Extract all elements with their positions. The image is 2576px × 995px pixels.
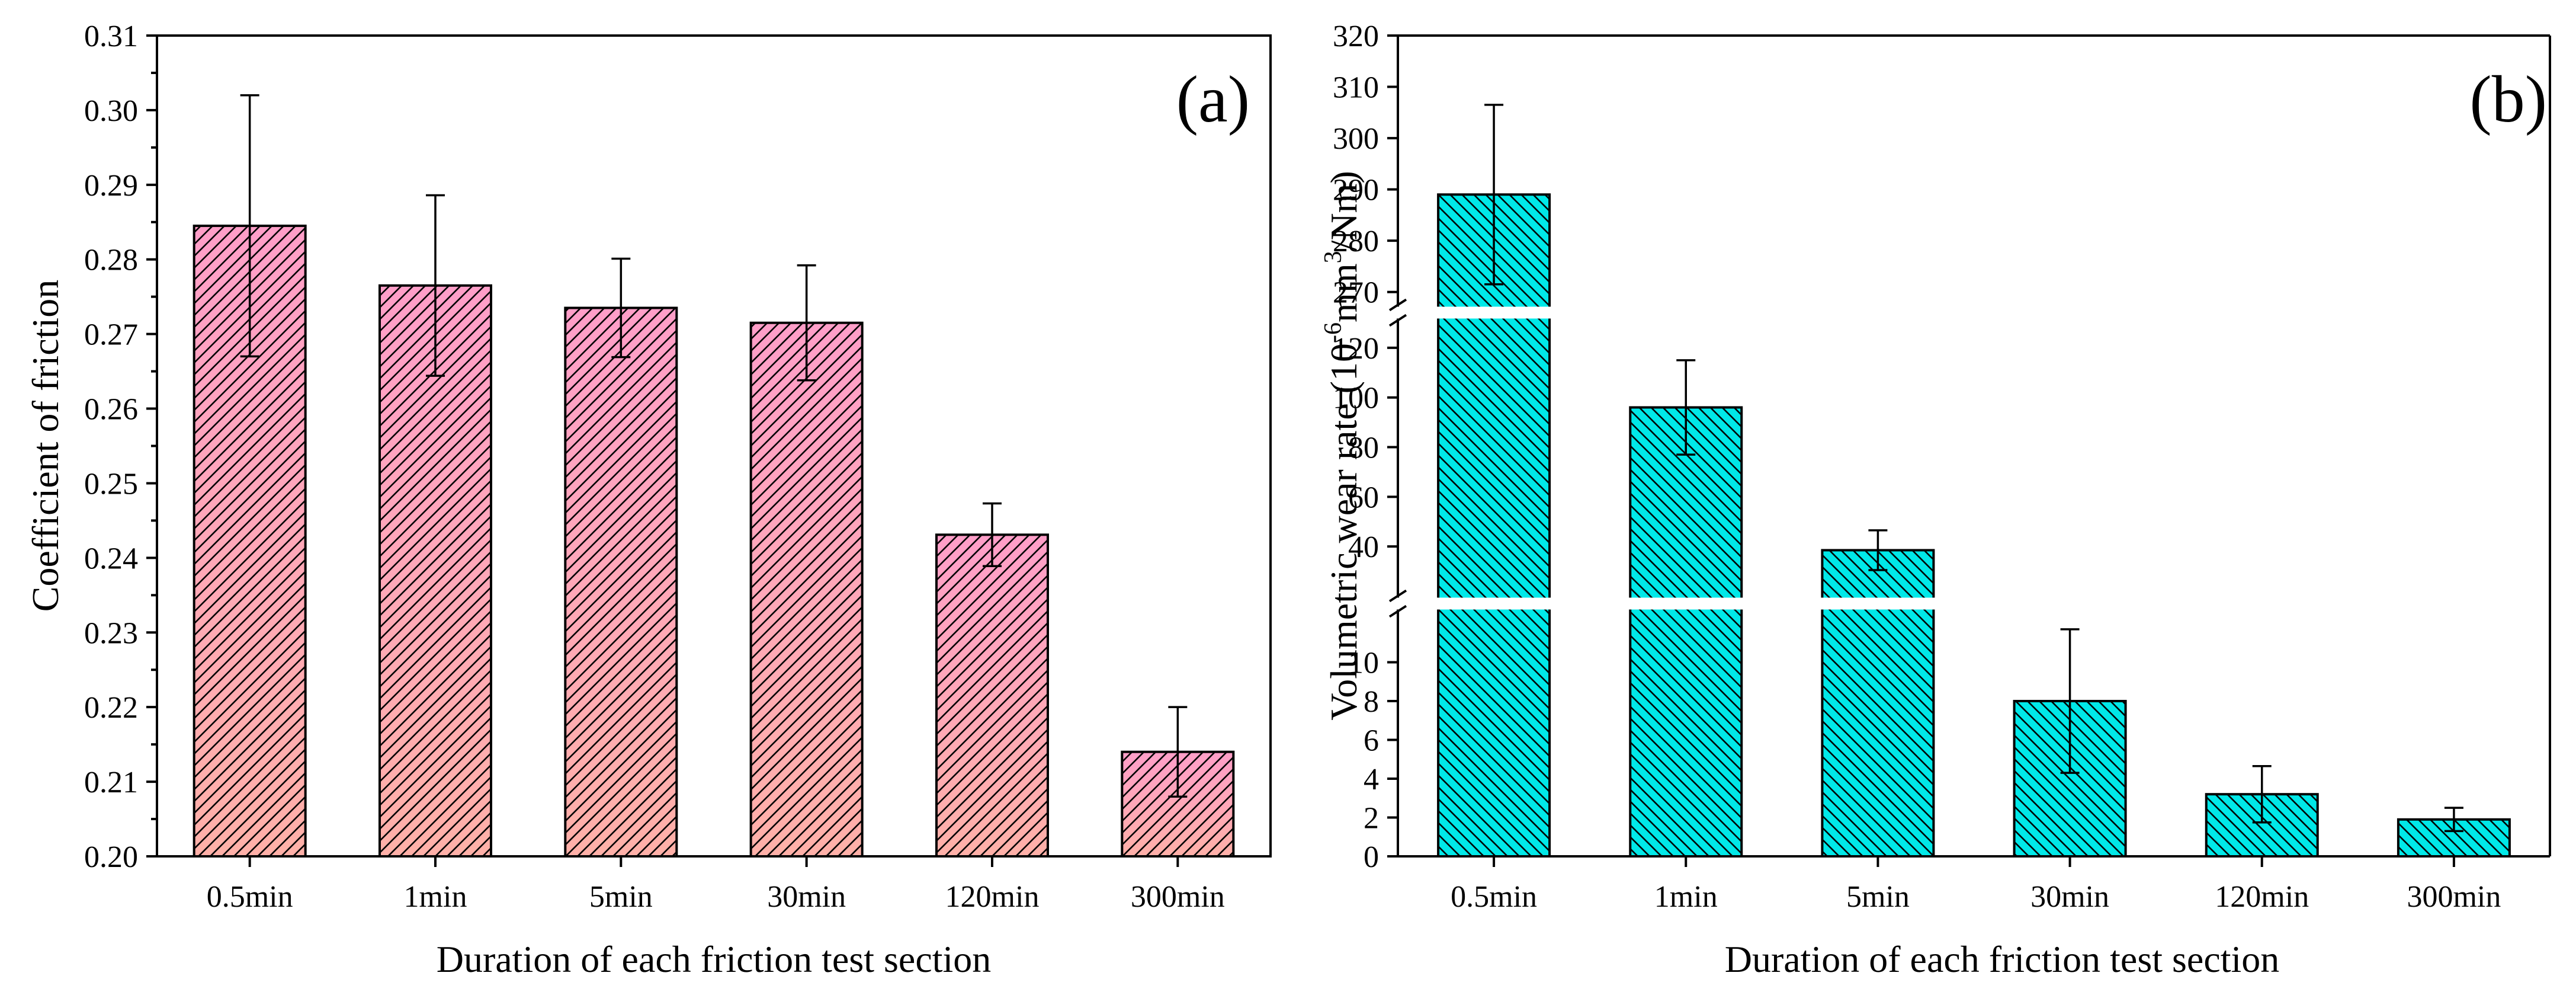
panel-b-chart: 0 2 4 6 8 10 40 60 80 100 120 270 280 290 300 310 320 0.… — [1320, 20, 2551, 980]
panel-b-y-tick-label: 8 — [1364, 685, 1379, 719]
panel-a-chart: 0.20 0.21 0.22 0.23 0.24 0.25 0.26 0.27 0.28 0.29… — [24, 20, 1272, 980]
panel-a-x-tick-label: 5min — [589, 880, 653, 914]
panel-b-error-bar-3 — [2060, 628, 2080, 774]
panel-b-error-bar-2 — [1868, 529, 1888, 571]
panel-b-axis-break-gap — [1397, 597, 2551, 610]
panel-a-y-tick-label: 0.24 — [84, 542, 138, 575]
panel-a-error-bar-3 — [797, 264, 816, 382]
panel-a-y-tick-label: 0.28 — [84, 244, 138, 277]
panel-b-x-tick-label: 0.5min — [1451, 880, 1537, 914]
panel-b-x-tick-label: 300min — [2407, 880, 2501, 914]
panel-b-bar-hatch — [1822, 550, 1934, 856]
panel-a-bar-hatch — [750, 322, 862, 856]
panel-a-error-bar-5 — [1168, 706, 1188, 798]
panel-b-break-mark — [1388, 313, 1407, 327]
panel-a-x-tick-label: 1min — [404, 880, 467, 914]
panel-a-label: (a) — [1176, 63, 1250, 136]
panel-b-y-tick-label: 120 — [1333, 332, 1379, 366]
panel-b-error-bar-4 — [2252, 764, 2272, 824]
panel-b-y-title-sup1: -6 — [1320, 322, 1347, 343]
panel-a-error-bar-4 — [983, 502, 1002, 567]
panel-b-label: (b) — [2469, 63, 2547, 136]
panel-b-y-tick-label: 6 — [1364, 724, 1379, 758]
panel-b-x-tick-label: 1min — [1654, 880, 1718, 914]
panel-a-bar-2 — [564, 306, 678, 858]
panel-b-y-axis-title: Volumetric wear rate (10-6mm3/Nm) — [1320, 171, 1365, 720]
panel-b-bars — [1437, 193, 2511, 858]
panel-a-x-ticks: 0.5min 1min 5min 30min 120min 300min — [207, 856, 1225, 914]
panel-b-error-bar-0 — [1484, 104, 1504, 286]
panel-b-y-tick-label: 290 — [1333, 174, 1379, 207]
panel-a-x-tick-label: 30min — [767, 880, 846, 914]
panel-b-x-tick-label: 30min — [2030, 880, 2109, 914]
panel-b-y-tick-label: 320 — [1333, 20, 1379, 53]
panel-a-y-tick-label: 0.30 — [84, 94, 138, 128]
panel-a-bar-hatch — [936, 535, 1048, 856]
panel-b-x-ticks: 0.5min 1min 5min 30min 120min 300min — [1451, 856, 2501, 914]
panel-a-x-tick-label: 300min — [1131, 880, 1225, 914]
panel-b-y-tick-label: 300 — [1333, 122, 1379, 156]
panel-b-y-ticks: 0 2 4 6 8 10 40 60 80 100 120 270 280 290 300 310 320 — [1333, 20, 1398, 874]
panel-b-bar-0 — [1437, 193, 1551, 858]
panel-a-y-tick-label: 0.23 — [84, 616, 138, 650]
panel-b-x-tick-label: 120min — [2215, 880, 2309, 914]
panel-a-x-tick-label: 0.5min — [207, 880, 293, 914]
panel-a-error-bar-1 — [426, 194, 445, 377]
panel-a-y-tick-label: 0.22 — [84, 691, 138, 725]
panel-a-y-tick-label: 0.21 — [84, 766, 138, 799]
panel-b-y-tick-label: 270 — [1333, 276, 1379, 310]
panel-a-error-bar-2 — [611, 257, 631, 359]
panel-a-y-tick-label: 0.20 — [84, 840, 138, 874]
panel-b-y-title-sup2: 3 — [1320, 251, 1347, 263]
panel-b-break-mark — [1388, 298, 1407, 312]
panel-a-bars — [193, 225, 1235, 858]
panel-b-y-title-part1: Volumetric wear rate (10 — [1323, 343, 1365, 721]
panel-b-y-tick-label: 4 — [1364, 763, 1379, 796]
panel-b-y-tick-label: 10 — [1348, 647, 1379, 680]
panel-b-error-bar-5 — [2444, 807, 2463, 833]
panel-a-y-tick-label: 0.26 — [84, 393, 138, 427]
panel-a-error-bar-0 — [240, 94, 259, 358]
panel-b-y-tick-label: 100 — [1333, 382, 1379, 415]
panel-a-error-bars — [240, 94, 1188, 798]
panel-a-y-axis-title: Coefficient of friction — [24, 280, 66, 612]
panel-b-error-bars — [1484, 104, 2463, 833]
panel-b-x-axis-title: Duration of each friction test section — [1725, 938, 2280, 980]
panel-b-y-tick-label: 80 — [1348, 431, 1379, 465]
panel-a-y-tick-label: 0.27 — [84, 318, 138, 352]
panel-a-x-tick-label: 120min — [945, 880, 1040, 914]
panel-a-plot-frame — [156, 34, 1272, 858]
panel-a-bar-3 — [749, 321, 864, 858]
panel-b-plot-frame — [1388, 34, 2551, 858]
panel-a-y-tick-label: 0.31 — [84, 20, 138, 53]
panel-b-bar-hatch — [1630, 407, 1742, 856]
panel-a-x-axis-title: Duration of each friction test section — [437, 938, 992, 980]
panel-b-x-tick-label: 5min — [1846, 880, 1910, 914]
panel-b-break-mark — [1388, 604, 1407, 618]
panel-a-bar-hatch — [380, 285, 491, 857]
panel-a-bar-hatch — [565, 308, 677, 856]
panel-b-bar-hatch — [1438, 194, 1550, 856]
panel-b-y-tick-label: 310 — [1333, 71, 1379, 105]
panel-a-y-tick-label: 0.25 — [84, 467, 138, 501]
panel-a-y-ticks: 0.20 0.21 0.22 0.23 0.24 0.25 0.26 0.27 0.28 0.29… — [84, 20, 157, 874]
panel-a-bar-4 — [935, 533, 1049, 858]
panel-b-y-tick-label: 60 — [1348, 481, 1379, 514]
panel-b-y-tick-label: 40 — [1348, 530, 1379, 564]
panel-b-y-tick-label: 2 — [1364, 802, 1379, 836]
panel-b-y-tick-label: 0 — [1364, 840, 1379, 874]
panel-b-y-tick-label: 280 — [1333, 225, 1379, 258]
panel-b-y-title-part3: /Nm) — [1323, 171, 1365, 251]
panel-b-bar-1 — [1629, 406, 1743, 858]
panel-b-break-mark — [1388, 589, 1407, 603]
panel-a-y-tick-label: 0.29 — [84, 169, 138, 203]
panel-b-error-bar-1 — [1676, 359, 1696, 456]
panel-a-bar-1 — [378, 284, 492, 858]
panel-b-axis-break-gap — [1397, 306, 2551, 319]
panel-b-y-title-part2: mm — [1323, 263, 1365, 322]
panel-b-bar-2 — [1821, 549, 1935, 858]
